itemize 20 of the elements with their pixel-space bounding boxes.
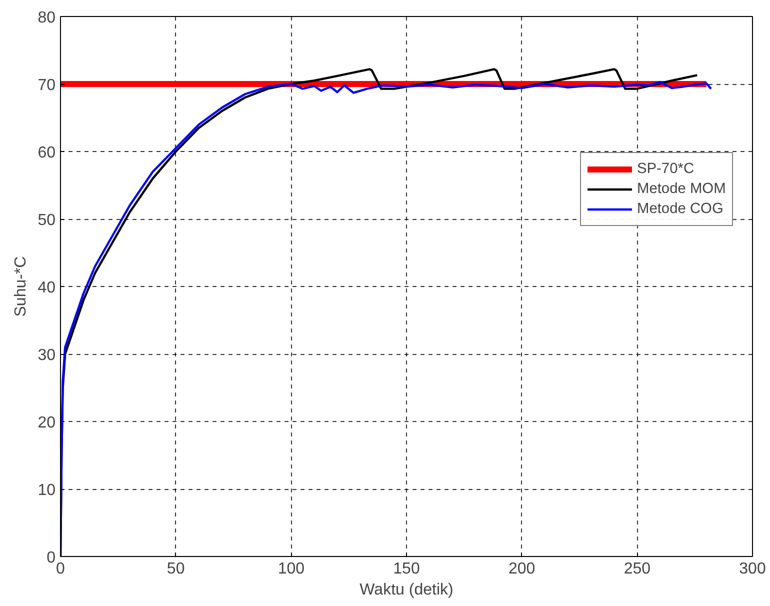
y-tick-label: 20 — [38, 414, 56, 432]
y-tick-label: 80 — [38, 10, 56, 26]
y-tick-label: 60 — [38, 144, 56, 162]
x-axis-title: Waktu (detik) — [360, 582, 454, 598]
legend-label: Metode COG — [637, 201, 724, 217]
legend-label: SP-70*C — [637, 161, 694, 177]
y-tick-label: 0 — [46, 550, 56, 566]
x-tick-label: 300 — [739, 560, 766, 578]
y-tick-label: 40 — [38, 280, 56, 296]
y-tick-label: 70 — [38, 77, 56, 94]
x-tick-label: 50 — [166, 560, 185, 578]
y-tick-label: 10 — [38, 482, 56, 499]
legend-label: Metode MOM — [637, 181, 726, 197]
x-tick-label: 100 — [278, 560, 305, 578]
y-axis-title: Suhu-*C — [12, 256, 30, 317]
x-tick-label: 200 — [508, 560, 536, 578]
x-tick-label: 250 — [624, 560, 651, 578]
y-tick-label: 30 — [38, 347, 56, 364]
y-tick-label: 50 — [38, 212, 56, 229]
x-tick-label: 150 — [393, 560, 420, 578]
